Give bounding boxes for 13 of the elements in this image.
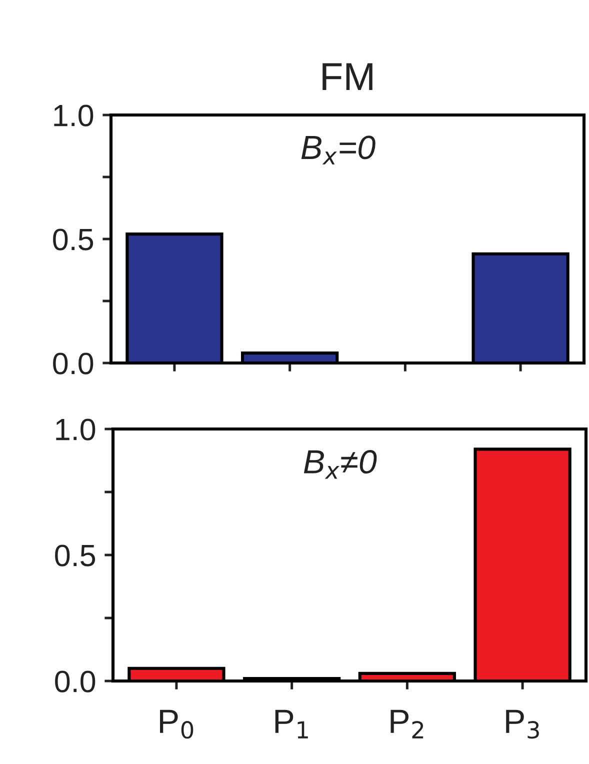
x-tick-label: P$_{1}$ [275, 710, 308, 738]
x-tick-label: P$_{3}$ [506, 710, 539, 739]
y-tick-label: 1.0 [54, 104, 94, 126]
x-tick-label: P$_{0}$ [160, 710, 194, 739]
y-tick-label: 0.0 [53, 352, 94, 374]
y-tick-label: 0.5 [55, 544, 96, 566]
y-tick-label: 0.5 [53, 228, 94, 250]
annotation: B$_{x}$≠0 [304, 450, 377, 479]
y-tick-label: 0.0 [55, 670, 96, 692]
x-tick-label: P$_{2}$ [390, 710, 424, 738]
annotation: B$_{x}$=0 [301, 136, 376, 164]
y-tick-label: 1.0 [56, 418, 96, 440]
chart-title: FM [322, 63, 372, 90]
